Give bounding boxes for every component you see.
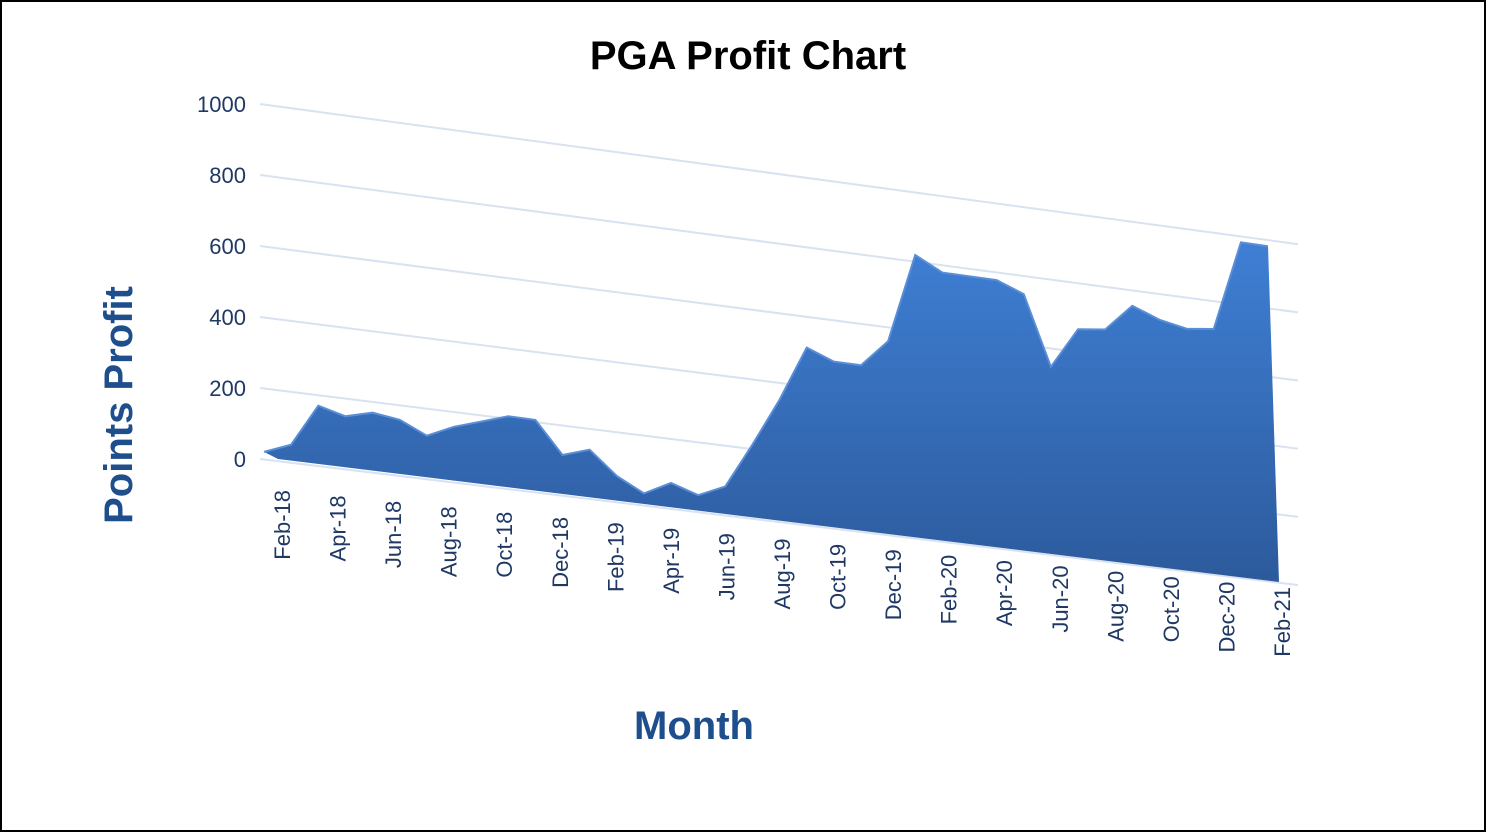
x-axis-ticks: Feb-18 Apr-18 Jun-18 Aug-18 Oct-18 Dec-18 Feb-… — [270, 490, 1295, 657]
area-layer — [263, 241, 1279, 582]
x-tick-label: Feb-18 — [270, 490, 295, 560]
gridlines — [259, 103, 1299, 586]
x-tick-label: Aug-18 — [437, 506, 462, 577]
y-tick-label: 400 — [209, 305, 246, 330]
chart-title: PGA Profit Chart — [590, 34, 906, 78]
x-tick-label: Jun-20 — [1048, 565, 1073, 632]
x-tick-label: Aug-19 — [770, 539, 795, 610]
y-tick-label: 600 — [209, 234, 246, 259]
x-tick-label: Oct-18 — [492, 512, 517, 578]
x-tick-label: Aug-20 — [1103, 571, 1128, 642]
x-tick-label: Oct-19 — [826, 544, 851, 610]
gridline-800 — [259, 174, 1299, 314]
area-series — [264, 242, 1279, 582]
y-tick-label: 1000 — [197, 92, 246, 117]
x-tick-label: Jun-19 — [714, 533, 739, 600]
x-tick-label: Dec-18 — [548, 517, 573, 588]
x-tick-label: Apr-18 — [326, 495, 351, 561]
x-tick-label: Feb-21 — [1270, 587, 1295, 657]
x-axis-title: Month — [634, 704, 754, 748]
x-tick-label: Feb-20 — [937, 555, 962, 625]
y-tick-label: 200 — [209, 376, 246, 401]
area-series-edge — [263, 241, 1269, 497]
gridline-0 — [259, 458, 1299, 586]
gridline-1000 — [259, 103, 1299, 246]
x-tick-label: Jun-18 — [381, 501, 406, 568]
y-tick-label: 800 — [209, 163, 246, 188]
y-axis-ticks: 0 200 400 600 800 1000 — [197, 92, 246, 472]
y-axis-title: Points Profit — [97, 286, 141, 524]
x-tick-label: Apr-20 — [992, 560, 1017, 626]
x-tick-label: Dec-20 — [1214, 582, 1239, 653]
x-tick-label: Dec-19 — [881, 549, 906, 620]
x-tick-label: Feb-19 — [603, 522, 628, 592]
y-tick-label: 0 — [234, 447, 246, 472]
x-tick-label: Oct-20 — [1159, 576, 1184, 642]
x-tick-label: Apr-19 — [659, 528, 684, 594]
